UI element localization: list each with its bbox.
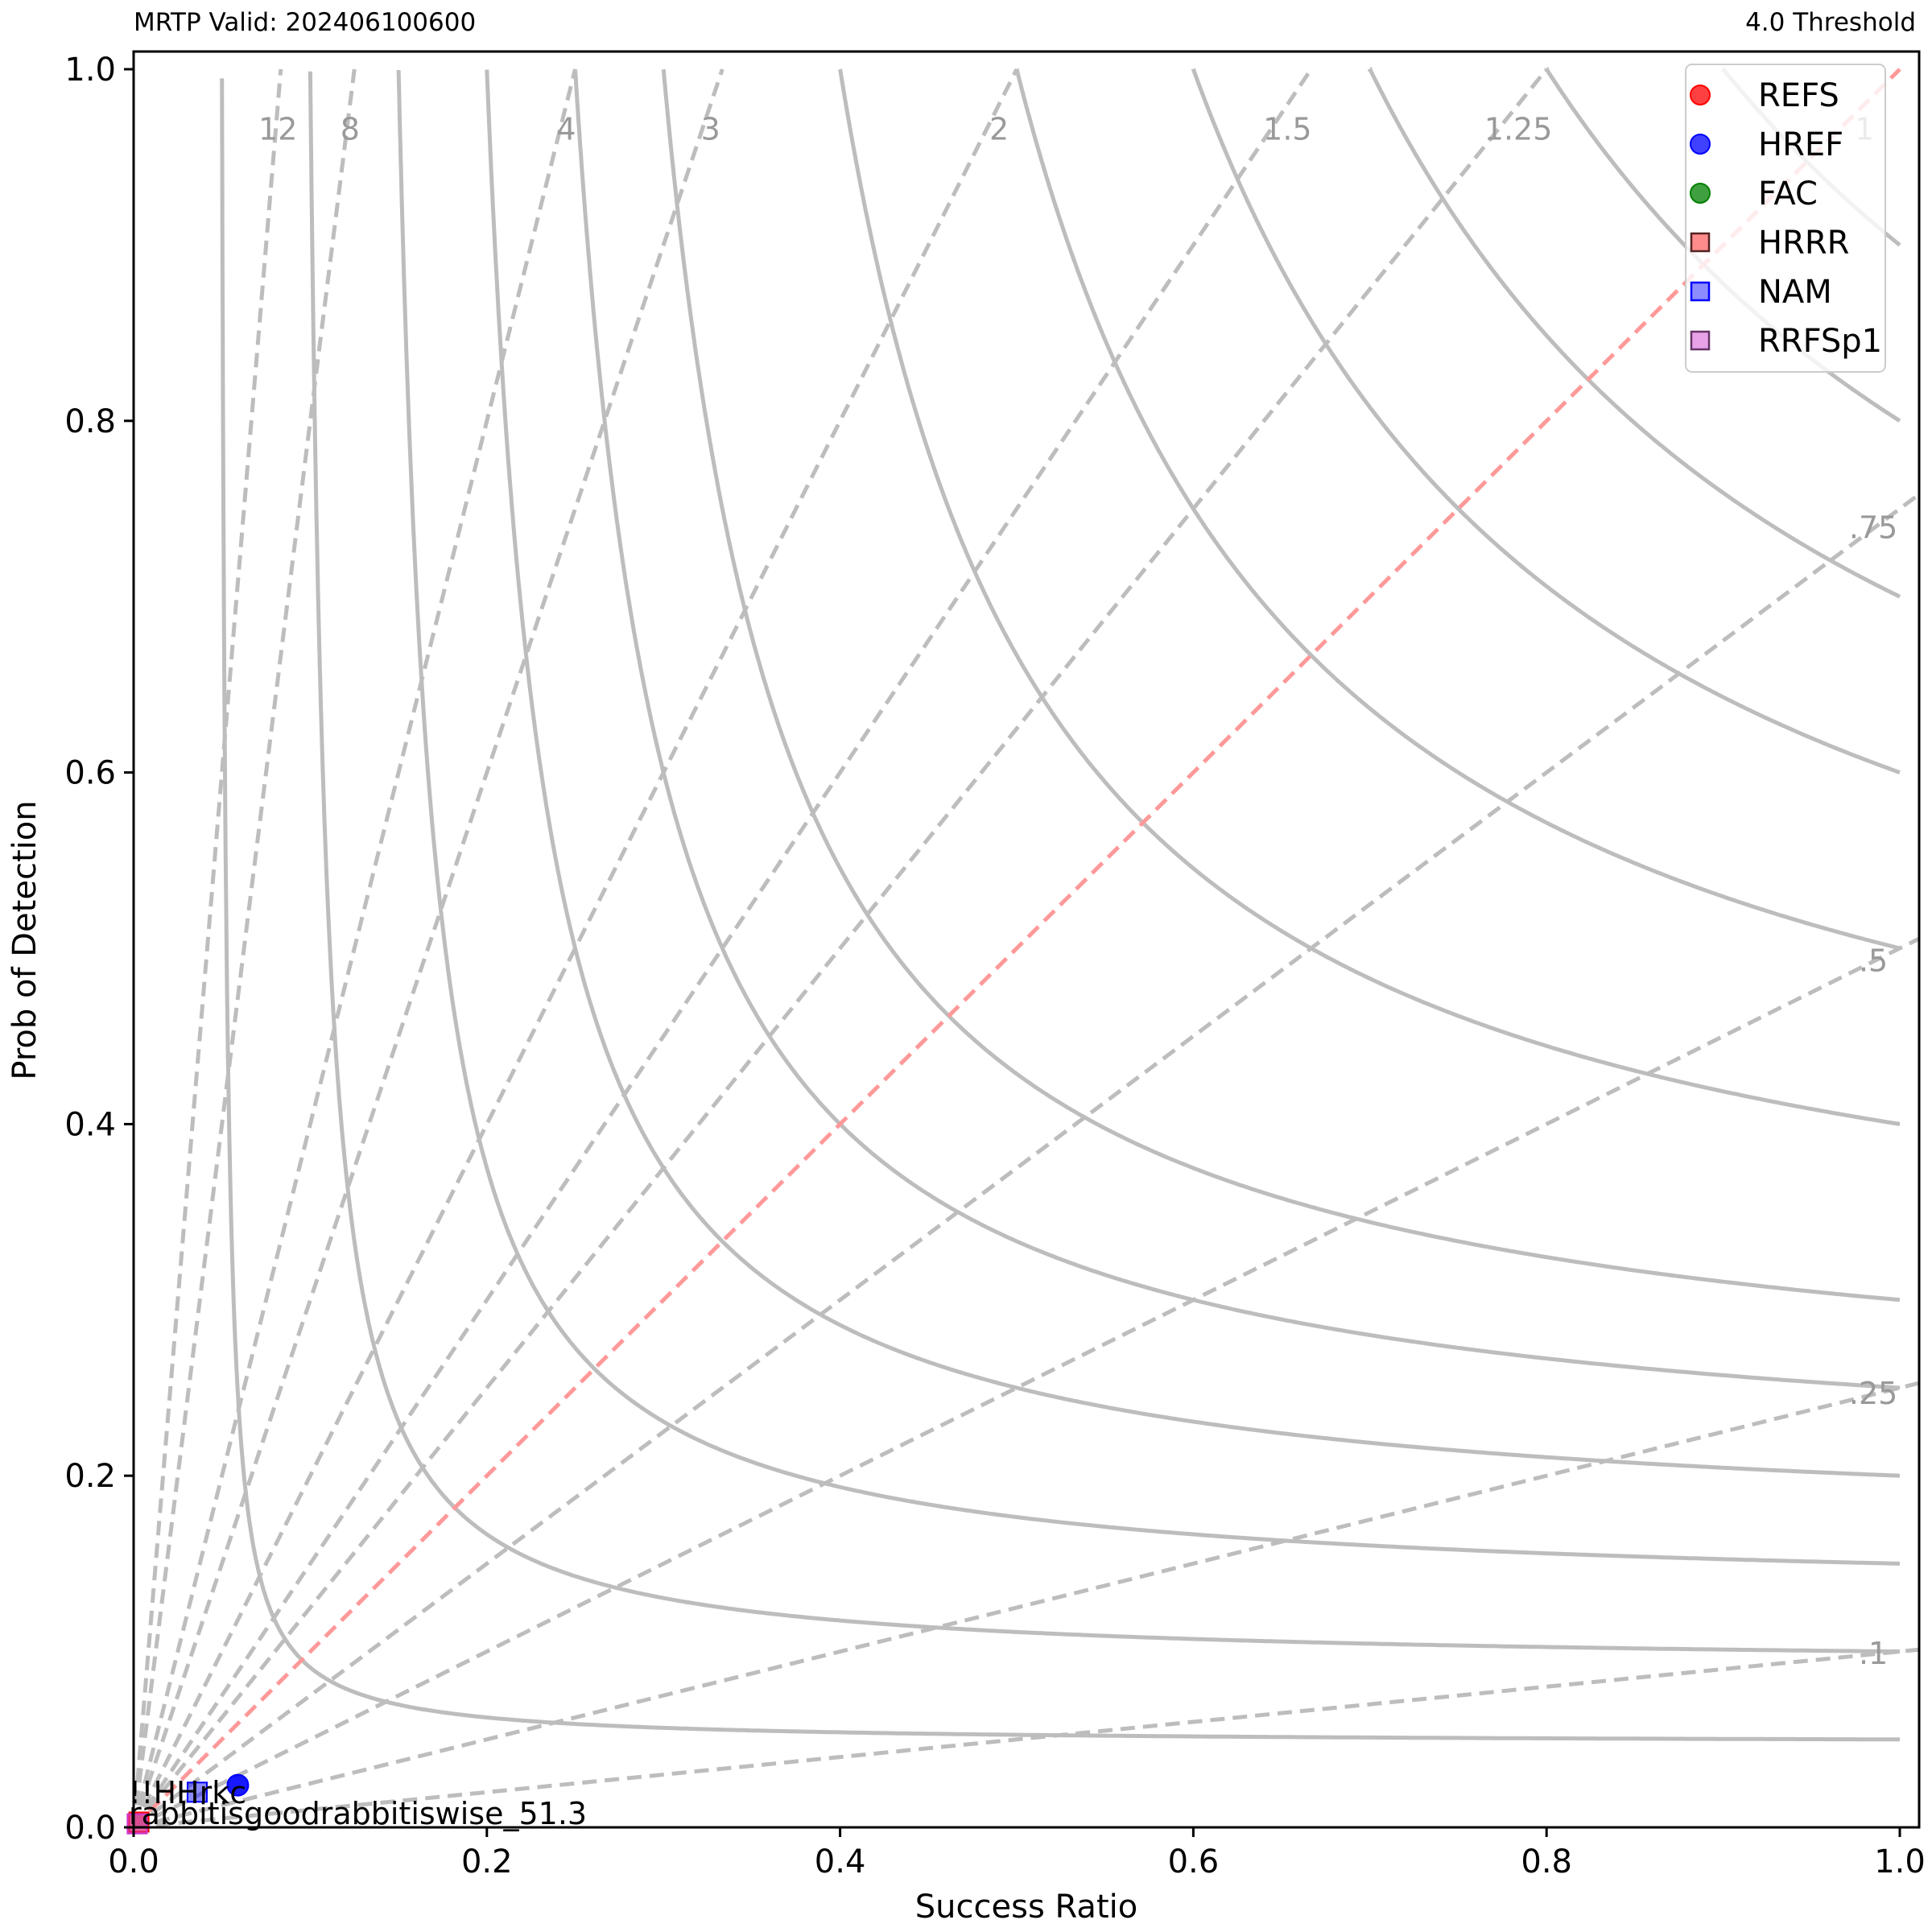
csi-contour (661, 68, 1901, 1302)
bias-label: 12 (258, 111, 297, 147)
bias-label: 8 (341, 111, 360, 147)
legend-marker (1690, 330, 1711, 351)
bias-line (134, 1647, 1919, 1827)
x-tick-label: 1.0 (1874, 1843, 1926, 1880)
plot-frame (132, 50, 1921, 1829)
y-axis-ticks: 0.0 0.2 0.4 0.6 0.8 1.0 (64, 52, 134, 1847)
bias-lines (134, 68, 1919, 1827)
x-axis-ticks: 0.0 0.2 0.4 0.6 0.8 1.0 (108, 1827, 1926, 1880)
x-tick-label: 0.2 (461, 1843, 513, 1880)
x-axis-title: Success Ratio (915, 1889, 1137, 1926)
legend-label: NAM (1758, 274, 1832, 311)
legend: REFS HREF FAC HRRR NAM RRFSp1 (1685, 64, 1886, 373)
y-tick-label: 1.0 (64, 52, 116, 89)
legend-label: RRFSp1 (1758, 323, 1882, 360)
legend-marker (1690, 134, 1711, 155)
y-tick-label: 0.6 (64, 755, 116, 792)
csi-contour (396, 70, 1901, 1566)
point-nam (186, 1781, 208, 1803)
bias-label: .25 (1849, 1376, 1897, 1411)
x-tick-label: 0.6 (1168, 1843, 1220, 1880)
bias-label: 3 (701, 111, 720, 147)
legend-label: HREF (1758, 126, 1843, 163)
point-rrfsp1 (126, 1813, 148, 1835)
bias-line (134, 1381, 1919, 1827)
bias-label: 4 (556, 111, 576, 147)
bias-line (134, 68, 577, 1827)
legend-marker (1690, 183, 1711, 204)
legend-frame (1685, 64, 1886, 373)
csi-contour (485, 69, 1901, 1478)
bias-line (134, 936, 1919, 1827)
header-right: 4.0 Threshold (1745, 8, 1916, 37)
bias-line (134, 68, 1901, 1827)
csi-contour (1368, 67, 1901, 599)
csi-contour (1191, 68, 1901, 774)
legend-label: FAC (1758, 175, 1818, 213)
csi-contour (1014, 68, 1901, 951)
bias-label: .75 (1849, 510, 1897, 546)
bias-line (134, 68, 283, 1827)
bias-label: 1.25 (1484, 111, 1553, 147)
y-tick-label: 0.4 (64, 1106, 116, 1143)
legend-label: HRRR (1758, 225, 1849, 262)
point-annotation: !!HHrkc (129, 1775, 246, 1810)
y-tick-label: 0.0 (64, 1810, 116, 1847)
x-tick-label: 0.8 (1521, 1843, 1572, 1880)
point-annotation: rabbitisgoodrabbitiswise_51.3 (129, 1796, 587, 1831)
bias-line (134, 493, 1919, 1827)
point-href (226, 1773, 250, 1797)
header-left: MRTP Valid: 202406100600 (134, 8, 476, 37)
y-tick-label: 0.2 (64, 1458, 116, 1495)
annotations: rabbitisgoodrabbitiswise_51.3!!HHrkc (129, 1775, 587, 1831)
y-tick-label: 0.8 (64, 403, 116, 440)
y-axis-title: Prob of Detection (6, 800, 43, 1080)
bias-label: .1 (1859, 1636, 1888, 1671)
legend-marker (1690, 281, 1711, 302)
csi-contour (838, 68, 1901, 1126)
x-tick-label: 0.0 (108, 1843, 159, 1880)
csi-contour (308, 71, 1901, 1654)
bias-label: .5 (1859, 943, 1888, 978)
x-tick-label: 0.4 (815, 1843, 866, 1880)
bias-line (134, 68, 1313, 1827)
legend-marker (1690, 85, 1711, 105)
bias-label: 1.5 (1263, 111, 1311, 147)
legend-label: REFS (1758, 77, 1839, 114)
bias-line (134, 68, 1019, 1827)
bias-line (134, 68, 1549, 1827)
bias-line (134, 68, 357, 1827)
bias-line (134, 68, 724, 1827)
csi-contour (220, 78, 1900, 1742)
bias-label: 2 (989, 111, 1009, 147)
legend-marker (1690, 232, 1711, 253)
